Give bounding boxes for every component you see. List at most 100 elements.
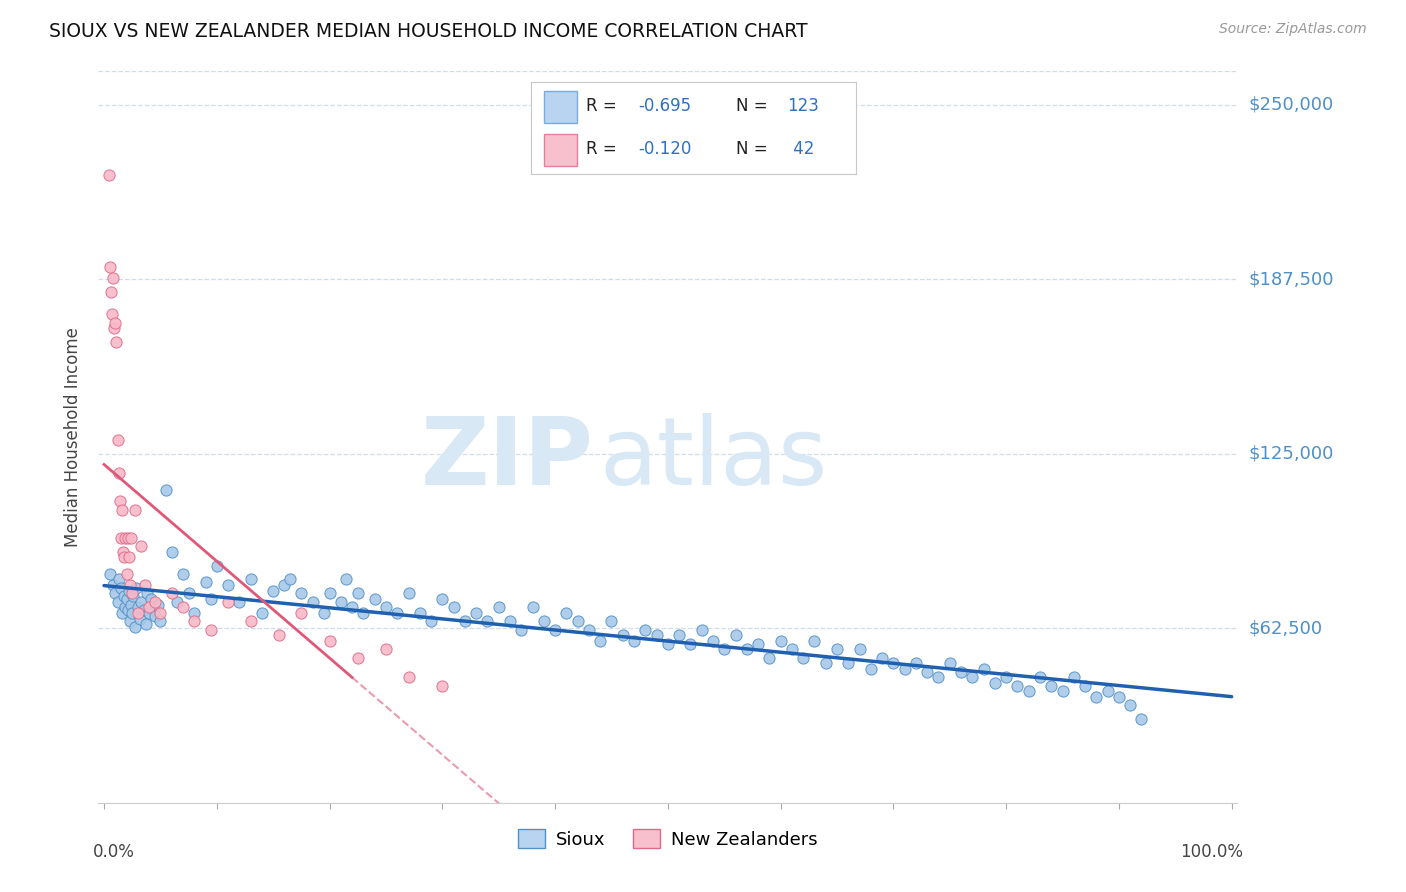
Point: [702, 633, 724, 648]
Point: [127, 606, 149, 620]
Point: [600, 615, 623, 629]
Point: [101, 307, 124, 321]
Point: [690, 623, 713, 637]
Point: [124, 502, 146, 516]
Point: [129, 539, 152, 553]
Point: [143, 608, 166, 623]
Point: [1085, 690, 1108, 704]
Point: [250, 606, 273, 620]
Point: [98, 260, 121, 274]
Point: [111, 606, 134, 620]
Point: [346, 586, 368, 600]
Point: [335, 573, 357, 587]
Point: [567, 615, 589, 629]
Point: [1052, 684, 1074, 698]
Point: [915, 665, 938, 679]
Point: [121, 586, 143, 600]
Point: [135, 586, 157, 600]
Point: [160, 544, 183, 558]
Text: Source: ZipAtlas.com: Source: ZipAtlas.com: [1219, 22, 1367, 37]
Point: [183, 615, 205, 629]
Point: [183, 606, 205, 620]
Point: [398, 586, 420, 600]
Point: [927, 670, 949, 684]
Point: [510, 623, 533, 637]
Point: [375, 642, 398, 657]
Point: [645, 628, 668, 642]
Text: 100.0%: 100.0%: [1180, 843, 1243, 861]
Point: [124, 581, 146, 595]
Point: [973, 662, 995, 676]
Point: [1130, 712, 1153, 726]
Point: [278, 573, 301, 587]
Point: [107, 467, 129, 481]
Point: [117, 531, 139, 545]
Text: 0.0%: 0.0%: [93, 843, 135, 861]
Point: [110, 531, 132, 545]
Point: [194, 575, 217, 590]
Point: [312, 606, 335, 620]
Point: [205, 558, 228, 573]
Point: [129, 595, 152, 609]
Point: [346, 650, 368, 665]
Point: [118, 578, 141, 592]
Point: [747, 637, 769, 651]
Point: [267, 628, 290, 642]
Point: [544, 623, 567, 637]
Point: [803, 633, 825, 648]
Point: [634, 623, 657, 637]
Point: [792, 650, 814, 665]
Point: [465, 606, 488, 620]
Text: atlas: atlas: [599, 413, 828, 505]
Point: [138, 606, 160, 620]
Point: [141, 592, 163, 607]
Point: [420, 615, 443, 629]
Point: [110, 581, 132, 595]
Point: [522, 600, 544, 615]
Point: [769, 633, 792, 648]
Point: [177, 586, 200, 600]
Point: [578, 623, 600, 637]
Point: [848, 642, 870, 657]
Point: [290, 586, 312, 600]
Point: [713, 642, 735, 657]
Point: [454, 615, 477, 629]
Point: [115, 592, 138, 607]
Point: [555, 606, 578, 620]
Point: [114, 531, 136, 545]
Point: [138, 600, 160, 615]
Text: $125,000: $125,000: [1249, 445, 1334, 463]
Point: [318, 633, 340, 648]
Point: [340, 600, 363, 615]
Point: [107, 595, 129, 609]
Point: [104, 316, 127, 330]
Point: [239, 615, 262, 629]
Point: [121, 606, 143, 620]
Point: [363, 592, 385, 607]
Point: [134, 578, 156, 592]
Point: [200, 592, 222, 607]
Point: [1063, 670, 1085, 684]
Point: [115, 566, 138, 581]
Point: [111, 502, 134, 516]
Point: [1018, 684, 1040, 698]
Point: [352, 606, 374, 620]
Point: [129, 611, 152, 625]
Point: [432, 592, 454, 607]
Point: [105, 335, 128, 350]
Point: [112, 544, 135, 558]
Point: [443, 600, 465, 615]
Point: [120, 531, 142, 545]
Point: [118, 583, 141, 598]
Point: [1040, 679, 1063, 693]
Point: [499, 615, 522, 629]
Point: [488, 600, 510, 615]
Point: [825, 642, 848, 657]
Point: [814, 657, 837, 671]
Point: [329, 595, 352, 609]
Legend: Sioux, New Zealanders: Sioux, New Zealanders: [512, 822, 824, 856]
Point: [200, 623, 222, 637]
Point: [893, 662, 915, 676]
Point: [1007, 679, 1029, 693]
Point: [758, 650, 780, 665]
